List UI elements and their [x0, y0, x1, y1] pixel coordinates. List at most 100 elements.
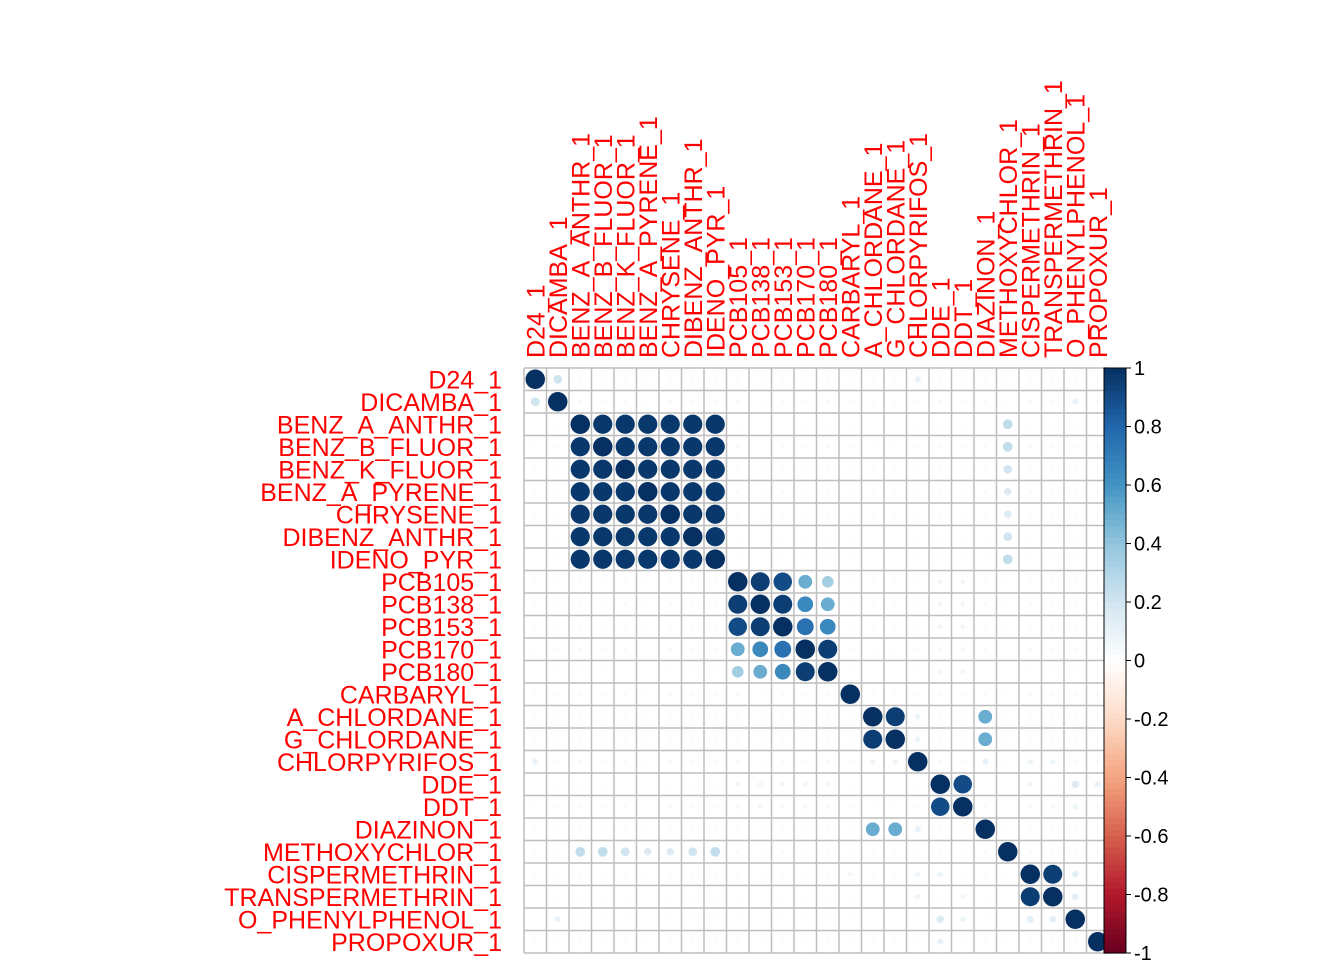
correlation-cell-g_chlordane_1-cispermethrin_1 — [1028, 737, 1032, 741]
correlation-cell-ddt_1-a_chlordane_1 — [871, 805, 875, 809]
correlation-cell-carbaryl_1-cispermethrin_1 — [1027, 691, 1033, 697]
correlation-cell-methoxychlor_1-o_phenylphenol_1 — [1073, 850, 1077, 854]
correlation-cell-benz_k_fluor_1-cispermethrin_1 — [1028, 467, 1032, 471]
correlation-cell-chrysene_1-benz_a_pyrene_1 — [638, 504, 658, 524]
correlation-cell-carbaryl_1-g_chlordane_1 — [893, 692, 897, 696]
correlation-cell-pcb180_1-pcb170_1 — [795, 662, 815, 682]
correlation-cell-methoxychlor_1-ddt_1 — [961, 850, 965, 854]
correlation-cell-dicamba_1-pcb105_1 — [736, 400, 740, 404]
correlation-cell-pcb180_1-propoxur_1 — [1096, 670, 1100, 674]
correlation-cell-benz_a_anthr_1-benz_a_pyrene_1 — [638, 414, 658, 434]
correlation-cell-ddt_1-dibenz_anthr_1 — [691, 805, 695, 809]
correlation-cell-cispermethrin_1-ddt_1 — [961, 872, 965, 876]
correlation-cell-pcb138_1-cispermethrin_1 — [1028, 602, 1032, 606]
correlation-cell-a_chlordane_1-ideno_pyr_1 — [713, 715, 717, 719]
correlation-cell-ideno_pyr_1-pcb180_1 — [826, 557, 830, 561]
colorbar-segment — [1104, 566, 1126, 574]
colorbar-tick-label: -1 — [1134, 943, 1152, 960]
colorbar-segment — [1104, 660, 1126, 667]
correlation-cell-d24_1-dicamba_1 — [553, 374, 563, 384]
row-label-dibenz_anthr_1: DIBENZ_ANTHR_1 — [283, 524, 503, 552]
colorbar-segment — [1104, 426, 1126, 433]
colorbar-segment — [1104, 912, 1126, 919]
correlation-cell-transpermethrin_1-diazinon_1 — [983, 895, 987, 899]
row-label-chrysene_1: CHRYSENE_1 — [336, 501, 502, 529]
correlation-cell-a_chlordane_1-pcb105_1 — [736, 715, 740, 719]
correlation-cell-dde_1-o_phenylphenol_1 — [1071, 780, 1080, 789]
correlation-cell-transpermethrin_1-carbaryl_1 — [848, 895, 852, 899]
correlation-cell-pcb153_1-pcb170_1 — [796, 618, 814, 636]
correlation-cell-transpermethrin_1-ddt_1 — [960, 894, 966, 900]
correlation-cell-ideno_pyr_1-ideno_pyr_1 — [705, 549, 725, 569]
row-label-benz_k_fluor_1: BENZ_K_FLUOR_1 — [278, 456, 502, 484]
correlation-cell-propoxur_1-dicamba_1 — [556, 940, 560, 944]
correlation-cell-benz_b_fluor_1-dicamba_1 — [556, 445, 560, 449]
correlation-cell-chlorpyrifos_1-benz_a_pyrene_1 — [646, 760, 650, 764]
correlation-cell-methoxychlor_1-dibenz_anthr_1 — [688, 847, 698, 857]
correlation-cell-cispermethrin_1-a_chlordane_1 — [871, 872, 875, 876]
correlation-cell-propoxur_1-carbaryl_1 — [848, 940, 852, 944]
correlation-cell-benz_a_pyrene_1-ddt_1 — [961, 490, 965, 494]
correlation-cell-a_chlordane_1-diazinon_1 — [978, 709, 993, 724]
correlation-cell-propoxur_1-transpermethrin_1 — [1051, 940, 1055, 944]
correlation-cell-d24_1-dibenz_anthr_1 — [691, 377, 695, 381]
correlation-cell-cispermethrin_1-pcb138_1 — [758, 872, 762, 876]
correlation-cell-dicamba_1-benz_b_fluor_1 — [601, 400, 605, 404]
colorbar-tick-label: 0.4 — [1134, 534, 1162, 556]
correlation-cell-ideno_pyr_1-benz_a_pyrene_1 — [638, 549, 658, 569]
correlation-cell-pcb105_1-diazinon_1 — [983, 580, 987, 584]
row-label-methoxychlor_1: METHOXYCHLOR_1 — [263, 839, 502, 867]
correlation-cell-pcb105_1-transpermethrin_1 — [1051, 580, 1055, 584]
correlation-cell-g_chlordane_1-chlorpyrifos_1 — [914, 736, 921, 743]
colorbar-segment — [1104, 473, 1126, 480]
correlation-cell-pcb105_1-pcb138_1 — [750, 572, 770, 592]
correlation-cell-dde_1-dibenz_anthr_1 — [691, 782, 695, 786]
colorbar-tick-label: -0.2 — [1134, 709, 1168, 731]
correlation-cell-dicamba_1-benz_a_anthr_1 — [578, 400, 582, 404]
row-label-carbaryl_1: CARBARYL_1 — [340, 681, 502, 709]
column-label-o_phenylphenol_1: O_PHENYLPHENOL_1 — [1062, 94, 1090, 358]
correlation-cell-ddt_1-benz_a_anthr_1 — [578, 805, 582, 809]
correlation-cell-ddt_1-transpermethrin_1 — [1050, 804, 1056, 810]
correlation-cell-dibenz_anthr_1-g_chlordane_1 — [893, 535, 897, 539]
correlation-cell-chrysene_1-transpermethrin_1 — [1051, 512, 1055, 516]
correlation-cell-pcb138_1-chrysene_1 — [668, 602, 672, 606]
correlation-cell-chrysene_1-g_chlordane_1 — [893, 512, 897, 516]
column-label-methoxychlor_1: METHOXYCHLOR_1 — [995, 119, 1023, 358]
correlation-cell-dde_1-pcb153_1 — [780, 781, 786, 787]
correlation-cell-benz_a_anthr_1-propoxur_1 — [1096, 422, 1100, 426]
correlation-cell-dibenz_anthr_1-ddt_1 — [961, 535, 965, 539]
correlation-cell-propoxur_1-o_phenylphenol_1 — [1073, 940, 1077, 944]
correlation-cell-benz_a_pyrene_1-dde_1 — [938, 490, 942, 494]
correlation-cell-benz_a_pyrene_1-dicamba_1 — [556, 490, 560, 494]
correlation-cell-ddt_1-chlorpyrifos_1 — [916, 805, 920, 809]
colorbar-segment — [1104, 531, 1126, 539]
column-label-d24_1: D24_1 — [522, 284, 550, 358]
correlation-cell-chrysene_1-pcb153_1 — [781, 512, 785, 516]
correlation-cell-pcb180_1-chlorpyrifos_1 — [916, 670, 920, 674]
correlation-cell-chlorpyrifos_1-carbaryl_1 — [848, 760, 852, 764]
column-label-dde_1: DDE_1 — [927, 277, 955, 358]
colorbar-tick-label: -0.8 — [1134, 885, 1168, 907]
colorbar-segment — [1104, 590, 1126, 597]
correlation-cell-dicamba_1-propoxur_1 — [1096, 400, 1100, 404]
row-label-transpermethrin_1: TRANSPERMETHRIN_1 — [224, 884, 502, 912]
correlation-cell-dde_1-ddt_1 — [953, 775, 972, 794]
correlation-cell-chrysene_1-a_chlordane_1 — [871, 512, 875, 516]
correlation-cell-methoxychlor_1-chlorpyrifos_1 — [916, 850, 920, 854]
colorbar-tick-label: -0.4 — [1134, 768, 1168, 790]
correlation-cell-cispermethrin_1-methoxychlor_1 — [1006, 872, 1010, 876]
colorbar-segment — [1104, 695, 1126, 703]
correlation-cell-benz_k_fluor_1-transpermethrin_1 — [1051, 467, 1055, 471]
colorbar-segment — [1104, 888, 1126, 896]
correlation-cell-carbaryl_1-dde_1 — [938, 692, 942, 696]
correlation-cell-cispermethrin_1-diazinon_1 — [983, 872, 987, 876]
correlation-cell-carbaryl_1-methoxychlor_1 — [1006, 692, 1010, 696]
correlation-cell-transpermethrin_1-ideno_pyr_1 — [713, 895, 717, 899]
column-label-dibenz_anthr_1: DIBENZ_ANTHR_1 — [680, 139, 708, 359]
correlation-cell-ideno_pyr_1-chlorpyrifos_1 — [916, 557, 920, 561]
correlation-cell-pcb138_1-pcb138_1 — [750, 594, 770, 614]
correlation-cell-benz_a_pyrene_1-o_phenylphenol_1 — [1073, 490, 1077, 494]
correlation-cell-pcb153_1-d24_1 — [533, 625, 537, 629]
column-label-chrysene_1: CHRYSENE_1 — [657, 192, 685, 358]
